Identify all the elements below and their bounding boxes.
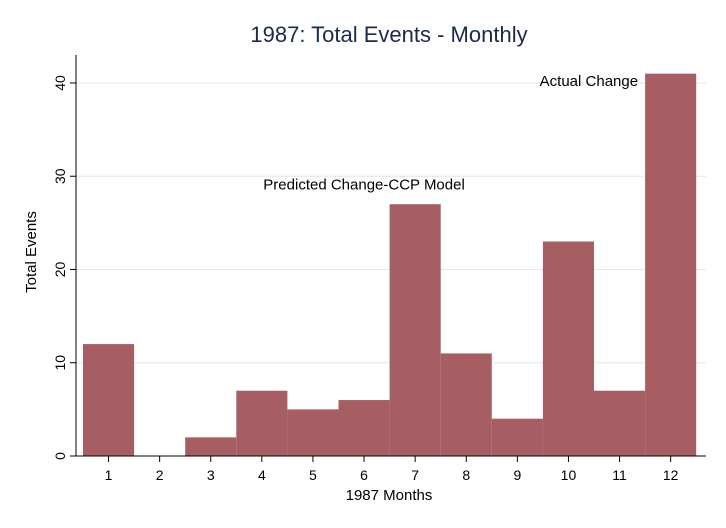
x-tick-label-3: 3 [207, 467, 215, 483]
y-tick-label-20: 20 [52, 261, 68, 277]
bar-month-10 [542, 241, 594, 456]
bars [83, 73, 697, 457]
x-tick-label-4: 4 [258, 467, 266, 483]
bar-month-11 [594, 390, 646, 456]
x-tick-label-7: 7 [411, 467, 419, 483]
bar-month-12 [645, 73, 697, 457]
annotations: Predicted Change-CCP Model Actual Change [263, 73, 638, 194]
x-axis-label: 1987 Months [346, 487, 433, 504]
x-tick-label-9: 9 [513, 467, 521, 483]
axes [75, 55, 706, 457]
bar-month-9 [491, 418, 543, 456]
x-tick-label-5: 5 [309, 467, 317, 483]
annotation-2: Actual Change [540, 73, 638, 90]
x-tick-label-6: 6 [360, 467, 368, 483]
bar-month-6 [338, 400, 390, 456]
annotation-1: Predicted Change-CCP Model [263, 176, 465, 193]
bar-month-4 [236, 390, 288, 456]
bar-month-7 [389, 204, 441, 456]
bar-month-8 [440, 353, 492, 456]
bar-month-5 [287, 409, 339, 456]
bar-month-3 [185, 437, 237, 456]
y-tick-label-0: 0 [52, 452, 68, 460]
y-ticks: 0 10 20 30 40 [52, 75, 76, 460]
chart-title: 1987: Total Events - Monthly [250, 22, 527, 47]
x-tick-label-12: 12 [663, 467, 679, 483]
x-tick-label-10: 10 [561, 467, 577, 483]
bar-month-1 [83, 344, 135, 456]
y-axis-label: Total Events [23, 211, 40, 293]
x-tick-label-2: 2 [156, 467, 164, 483]
x-ticks: 1 2 3 4 5 6 7 8 9 10 11 12 [105, 456, 679, 483]
x-tick-label-8: 8 [462, 467, 470, 483]
y-tick-label-40: 40 [52, 75, 68, 91]
x-tick-label-11: 11 [612, 467, 627, 483]
y-tick-label-10: 10 [52, 355, 68, 371]
x-tick-label-1: 1 [105, 467, 113, 483]
y-tick-label-30: 30 [52, 168, 68, 184]
